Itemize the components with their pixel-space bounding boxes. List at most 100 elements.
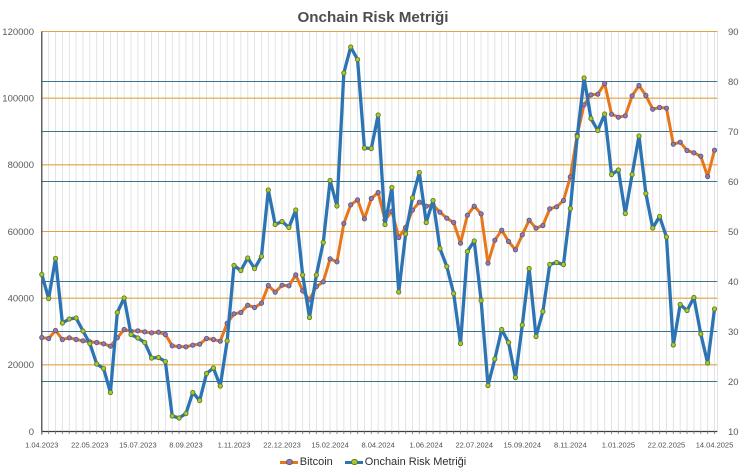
right-axis-label: 10 (728, 427, 739, 438)
onchain-risk-marker (300, 272, 306, 278)
legend-label: Onchain Risk Metriği (364, 456, 467, 468)
onchain-risk-marker (341, 70, 347, 76)
x-axis-label: 8.04.2024 (361, 441, 394, 450)
onchain-risk-marker (691, 294, 697, 301)
bitcoin-marker (602, 80, 608, 87)
onchain-risk-marker (128, 331, 134, 338)
left-axis-label: 100000 (2, 94, 34, 105)
x-axis-label: 8.11.2024 (554, 441, 587, 450)
bitcoin-marker (691, 150, 697, 156)
right-axis-label: 50 (728, 227, 739, 238)
onchain-risk-marker (588, 115, 594, 122)
right-axis-label: 30 (728, 327, 739, 338)
bitcoin-marker (73, 336, 79, 343)
onchain-risk-marker (430, 197, 436, 204)
onchain-risk-marker (492, 356, 498, 362)
x-axis-label: 22.07.2024 (455, 441, 493, 450)
left-axis-label: 80000 (8, 160, 34, 171)
onchain-risk-marker (602, 111, 608, 117)
onchain-risk-marker (94, 361, 100, 367)
onchain-risk-marker (656, 213, 663, 220)
onchain-risk-marker (121, 295, 127, 301)
onchain-risk-marker (485, 382, 491, 389)
onchain-risk-marker (361, 145, 368, 151)
left-axis-label: 0 (29, 427, 34, 438)
x-axis-label: 15.09.2024 (504, 441, 542, 450)
bitcoin-marker (622, 113, 628, 119)
onchain-risk-marker (519, 322, 525, 328)
bitcoin-marker (478, 211, 484, 217)
bitcoin-marker (183, 344, 189, 350)
onchain-risk-marker (238, 267, 244, 274)
onchain-risk-marker (643, 190, 649, 197)
onchain-risk-marker (457, 340, 464, 347)
bitcoin-marker (334, 259, 340, 265)
onchain-risk-marker (265, 187, 271, 193)
bitcoin-marker (492, 237, 498, 243)
bitcoin-marker (100, 341, 107, 347)
onchain-risk-marker (663, 234, 670, 240)
bitcoin-marker (121, 326, 127, 333)
onchain-risk-marker (389, 184, 395, 191)
bitcoin-marker (190, 342, 196, 348)
onchain-risk-marker (698, 331, 704, 337)
bitcoin-marker (471, 203, 477, 209)
legend-label: Bitcoin (299, 456, 333, 468)
onchain-risk-marker (66, 316, 72, 322)
onchain-risk-marker (409, 195, 416, 201)
onchain-risk-marker (334, 203, 340, 209)
onchain-risk-marker (80, 328, 86, 334)
right-axis-label: 80 (728, 77, 739, 88)
onchain-risk-marker (313, 272, 319, 278)
bitcoin-marker (293, 272, 299, 278)
onchain-risk-marker (382, 221, 388, 228)
bitcoin-marker (512, 247, 519, 253)
chart-title: Onchain Risk Metriği (297, 9, 449, 26)
x-axis-label: 8.09.2023 (169, 441, 202, 450)
onchain-risk-marker (554, 259, 560, 266)
bitcoin-marker (444, 215, 450, 221)
onchain-risk-marker (677, 301, 683, 308)
bitcoin-marker (162, 331, 168, 338)
legend-line-sample (279, 458, 298, 467)
onchain-risk-marker (320, 239, 326, 246)
onchain-risk-marker (533, 333, 539, 340)
bitcoin-marker (560, 197, 567, 204)
onchain-risk-marker (526, 265, 532, 272)
onchain-risk-marker (183, 410, 189, 417)
bitcoin-marker (677, 139, 683, 145)
bitcoin-marker (698, 153, 704, 159)
onchain-risk-marker (437, 245, 443, 252)
onchain-risk-marker (444, 263, 450, 270)
onchain-risk-marker (567, 205, 573, 212)
x-axis-label: 22.12.2023 (263, 441, 301, 450)
bitcoin-marker (94, 339, 100, 346)
x-axis-label: 1.04.2023 (25, 441, 58, 450)
bitcoin-marker (526, 217, 532, 223)
bitcoin-marker (533, 225, 539, 231)
onchain-risk-marker (217, 383, 223, 389)
onchain-risk-marker (258, 253, 265, 260)
bitcoin-marker (238, 309, 244, 316)
onchain-risk-marker (622, 210, 628, 217)
x-axis-label: 1.01.2025 (602, 441, 635, 450)
onchain-risk-marker (403, 231, 409, 237)
bitcoin-marker (499, 227, 505, 233)
bitcoin-marker (66, 335, 72, 341)
bitcoin-marker (416, 199, 422, 205)
bitcoin-marker (684, 147, 690, 154)
onchain-risk-marker (560, 261, 567, 268)
bitcoin-marker (251, 304, 258, 311)
onchain-risk-marker (416, 169, 422, 176)
onchain-risk-marker (375, 112, 381, 118)
bitcoin-marker (629, 93, 635, 99)
bitcoin-marker (615, 114, 622, 120)
legend-item-bitcoin: Bitcoin (279, 456, 333, 468)
bitcoin-marker (705, 173, 711, 180)
onchain-risk-marker (499, 326, 505, 333)
left-axis-label: 40000 (8, 294, 34, 305)
onchain-risk-marker (59, 320, 65, 326)
onchain-risk-marker (464, 248, 470, 255)
